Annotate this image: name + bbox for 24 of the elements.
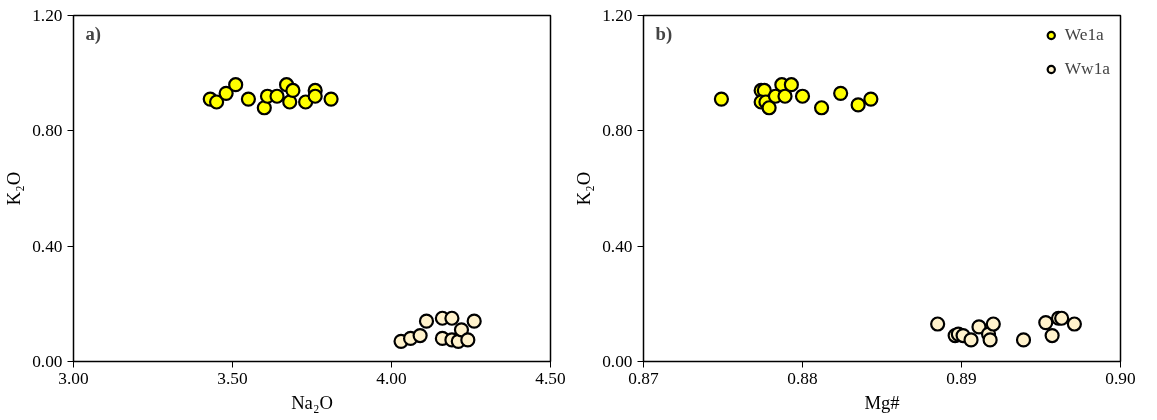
x-axis-title: Mg# (864, 391, 900, 413)
legend-label: Ww1a (1064, 59, 1110, 79)
x-tick-label: 0.88 (787, 368, 818, 388)
x-tick-label: 4.00 (376, 368, 407, 388)
x-tick-label: 0.89 (946, 368, 977, 388)
x-tick-label: 0.87 (628, 368, 659, 388)
y-tick-label: 0.00 (602, 352, 633, 371)
y-axis-title: K₂O (573, 171, 595, 206)
x-tick-label: 0.90 (1105, 368, 1136, 388)
y-tick-label: 1.20 (602, 6, 633, 25)
x-tick-label: 3.00 (58, 368, 89, 388)
annotation: b) (655, 22, 673, 45)
y-tick-label: 0.40 (602, 236, 633, 256)
legend-label: We1a (1064, 25, 1104, 45)
x-tick-label: 3.50 (217, 368, 248, 388)
y-tick-label: 0.40 (32, 236, 63, 256)
y-tick-label: 1.20 (32, 6, 63, 25)
x-tick-label: 4.50 (535, 368, 566, 388)
x-axis-title: Na₂O (291, 391, 333, 413)
y-tick-label: 0.80 (32, 121, 63, 141)
annotation: a) (85, 22, 102, 45)
y-tick-label: 0.80 (602, 121, 633, 141)
y-tick-label: 0.00 (32, 352, 63, 371)
y-axis-title: K₂O (3, 171, 25, 206)
